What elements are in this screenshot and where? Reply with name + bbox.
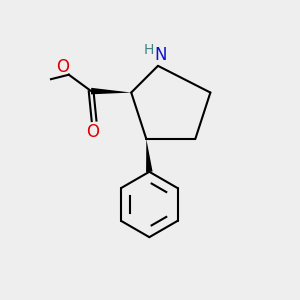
- Polygon shape: [91, 88, 131, 94]
- Text: O: O: [86, 123, 99, 141]
- Text: N: N: [154, 46, 167, 64]
- Polygon shape: [146, 139, 153, 172]
- Text: O: O: [56, 58, 69, 76]
- Text: H: H: [143, 44, 154, 57]
